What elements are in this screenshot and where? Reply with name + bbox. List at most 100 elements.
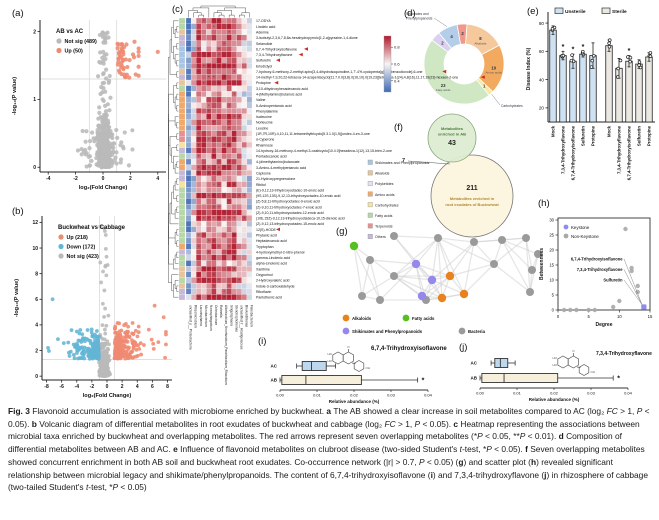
svg-text:4-(Methylamino)butanoic acid: 4-(Methylamino)butanoic acid (256, 93, 302, 97)
svg-text:*: * (239, 279, 241, 283)
svg-text:log₂(Fold Change): log₂(Fold Change) (83, 393, 132, 399)
svg-text:4: 4 (156, 176, 159, 182)
svg-text:*: * (213, 239, 215, 243)
svg-text:8: 8 (35, 271, 38, 277)
svg-text:*: * (244, 194, 246, 198)
svg-text:10: 10 (32, 246, 38, 252)
svg-text:Microbacterium: Microbacterium (204, 305, 208, 327)
svg-text:6: 6 (151, 384, 154, 390)
svg-text:*: * (234, 234, 236, 238)
svg-text:Heptadecanoic acid: Heptadecanoic acid (256, 239, 287, 243)
svg-text:(E)-9,12,13-trihydroxyoctadec-: (E)-9,12,13-trihydroxyoctadec-10-enoic a… (256, 188, 324, 192)
svg-text:23: 23 (441, 83, 446, 88)
caption-text-run: t (85, 482, 89, 493)
co-occurrence-network-svg: Alkaloids Fatty acids Shikimates and Pheny… (342, 232, 542, 335)
svg-text:*: * (208, 296, 210, 300)
panel-i-label: (i) (258, 336, 267, 347)
svg-text:*: * (203, 19, 205, 23)
caption-text-run: h (530, 456, 537, 467)
svg-text:Mock: Mock (607, 125, 612, 137)
svg-text:Selanolide: Selanolide (256, 42, 272, 46)
caption-text-run: P (477, 431, 483, 442)
svg-text:Metabolites enriched in: Metabolites enriched in (450, 196, 495, 201)
svg-text:*: * (213, 205, 215, 209)
svg-text:0.01: 0.01 (313, 393, 322, 398)
svg-text:*: * (198, 70, 200, 74)
svg-text:Phytanic acid: Phytanic acid (256, 234, 277, 238)
svg-text:*: * (218, 166, 220, 170)
svg-text:*: * (229, 121, 231, 125)
svg-text:*: * (208, 76, 210, 80)
svg-text:*: * (223, 143, 225, 147)
svg-text:7: 7 (402, 158, 405, 164)
svg-text:*: * (198, 172, 200, 176)
svg-text:10: 10 (617, 314, 622, 319)
svg-text:Not sig (423): Not sig (423) (67, 254, 100, 260)
caption-text-run: Seven overlapping metabolites showed con… (8, 444, 645, 467)
svg-text:Capisone: Capisone (256, 171, 271, 175)
svg-text:AB vs AC: AB vs AC (56, 29, 84, 35)
svg-text:-2: -2 (73, 176, 78, 182)
svg-text:*: * (198, 296, 200, 300)
caption-text-run: i (430, 469, 433, 480)
svg-text:0.6: 0.6 (394, 62, 400, 67)
panel-g-network: Alkaloids Fatty acids Shikimates and Pheny… (334, 230, 544, 342)
svg-text:*: * (213, 64, 215, 68)
svg-text:log₂(Fold Change): log₂(Fold Change) (79, 185, 128, 191)
caption-text-run: P (519, 431, 526, 442)
svg-text:Keystone: Keystone (571, 225, 590, 230)
svg-text:*: * (229, 245, 231, 249)
svg-text:4: 4 (450, 34, 453, 39)
svg-text:Alkaloids: Alkaloids (474, 41, 487, 45)
panel-f-venn-diagram: Metabolites enriched in AB 43 211 Metabolite… (388, 112, 530, 244)
svg-text:Brevundimonas: Brevundimonas (244, 305, 248, 328)
caption-text-run: Fig. 3 (8, 406, 33, 416)
svg-text:Shikimates and Phenylpropanoid: Shikimates and Phenylpropanoids (375, 161, 430, 165)
svg-text:*: * (229, 143, 231, 147)
boxplot-734-trihydroxyflavone-svg: 7,3,4-Trihydroxyflavone O HO HO OH AC AB * 0.00 0… (471, 349, 653, 402)
svg-text:*: * (223, 194, 225, 198)
panel-j-label: (j) (459, 342, 468, 353)
svg-text:*: * (234, 115, 236, 119)
svg-text:*: * (218, 19, 220, 23)
svg-text:*: * (198, 234, 200, 238)
svg-text:Sulfuretin: Sulfuretin (256, 59, 271, 63)
svg-text:*: * (198, 47, 200, 51)
caption-text-run: ) and 7,3,4-trihydroxyflavone ( (432, 469, 545, 480)
svg-text:Unsterile: Unsterile (565, 9, 586, 15)
svg-text:(10E,15Z)-9,12,13-trihydroxyoc: (10E,15Z)-9,12,13-trihydroxyoctadeca-10,… (256, 217, 345, 221)
svg-text:gamma-Linolenic acid: gamma-Linolenic acid (256, 256, 290, 260)
svg-text:0: 0 (557, 314, 560, 319)
caption-text-run: P (636, 406, 643, 416)
svg-text:-6: -6 (59, 384, 64, 390)
svg-text:*: * (213, 284, 215, 288)
panel-g-label: (g) (336, 226, 348, 237)
svg-text:*: * (198, 36, 200, 40)
svg-text:Adenine: Adenine (256, 30, 269, 34)
svg-text:Carbohydrates: Carbohydrates (375, 203, 399, 207)
caption-text-run: d (558, 431, 567, 442)
svg-text:*: * (213, 76, 215, 80)
svg-text:Betweenness: Betweenness (539, 248, 545, 280)
caption-text-run: < 0.05). (420, 418, 454, 429)
svg-text:1: 1 (33, 97, 36, 103)
svg-text:*: * (218, 47, 220, 51)
svg-text:*: * (198, 217, 200, 221)
svg-text:Degree: Degree (596, 322, 613, 328)
svg-text:-2: -2 (90, 384, 95, 390)
svg-text:*: * (229, 115, 231, 119)
svg-text:*: * (213, 183, 215, 187)
svg-text:*: * (203, 217, 205, 221)
svg-text:8: 8 (166, 384, 169, 390)
svg-text:*: * (218, 245, 220, 249)
svg-text:HO: HO (553, 356, 558, 360)
svg-text:α-Cyperone: α-Cyperone (256, 138, 274, 142)
panel-j-boxplot: 7,3,4-Trihydroxyflavone O HO HO OH AC AB * 0.00 0… (455, 342, 659, 406)
svg-text:*: * (213, 19, 215, 23)
svg-text:*: * (198, 132, 200, 136)
svg-text:Pentadecanoic acid: Pentadecanoic acid (256, 155, 287, 159)
svg-text:Polyketides: Polyketides (375, 182, 394, 186)
svg-text:*: * (203, 64, 205, 68)
svg-text:0.4: 0.4 (394, 78, 400, 83)
svg-text:enriched in AB: enriched in AB (438, 132, 466, 137)
